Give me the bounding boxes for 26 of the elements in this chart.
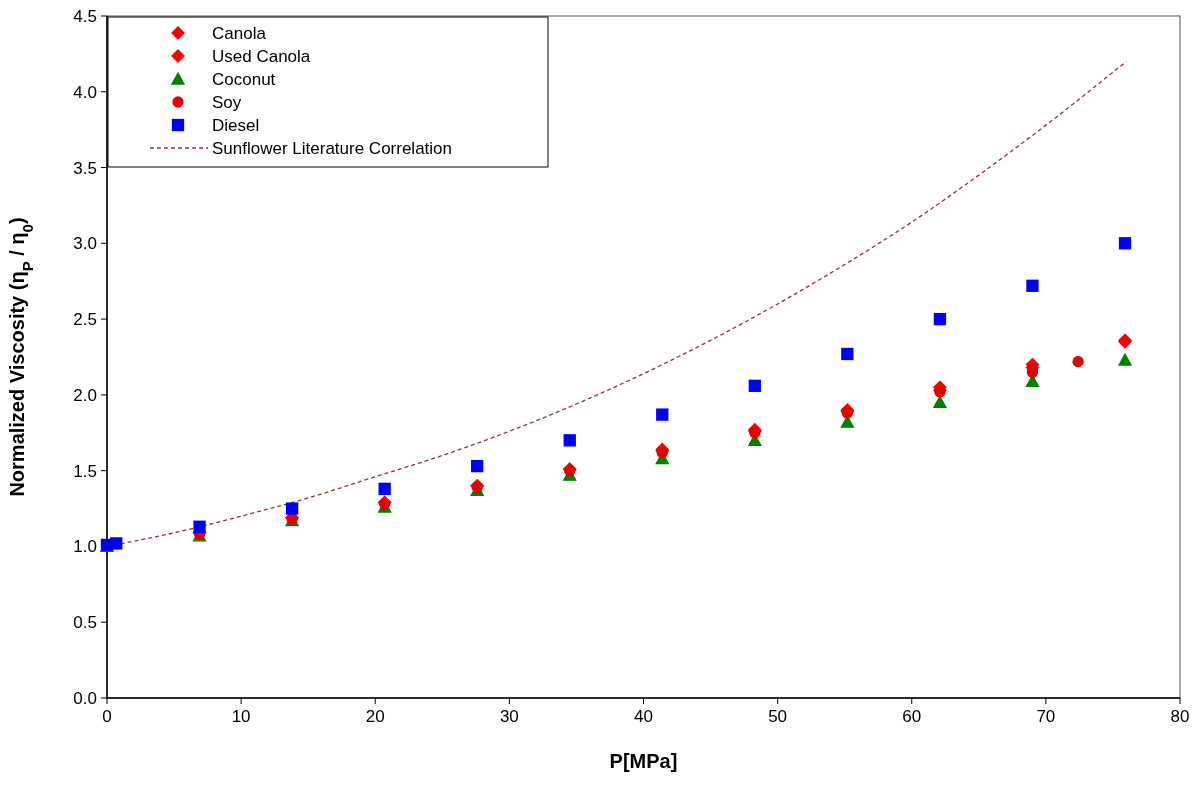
x-tick-label: 60 (902, 707, 922, 726)
y-tick-label: 1.5 (73, 461, 97, 481)
x-tick-label: 10 (231, 707, 251, 726)
y-tick-label: 3.0 (73, 234, 97, 254)
legend-label: Canola (212, 24, 267, 43)
y-tick-label: 4.0 (73, 82, 97, 102)
y-tick-label: 0.0 (73, 689, 97, 708)
y-tick-label: 1.0 (73, 537, 97, 557)
legend-label: Soy (212, 93, 242, 112)
y-tick-label: 4.5 (73, 7, 97, 26)
x-tick-label: 0 (102, 707, 112, 726)
x-tick-label: 70 (1036, 707, 1056, 726)
y-tick-label: 3.5 (73, 158, 97, 178)
x-tick-label: 20 (365, 707, 385, 726)
x-tick-label: 50 (768, 707, 788, 726)
legend-label: Sunflower Literature Correlation (212, 139, 453, 158)
y-tick-label: 2.5 (73, 310, 97, 330)
x-axis-title: P[MPa] (609, 750, 678, 772)
x-tick-label: 30 (499, 707, 519, 726)
x-tick-label: 40 (634, 707, 653, 726)
y-tick-label: 2.0 (73, 385, 97, 405)
legend-label: Diesel (212, 116, 260, 135)
y-tick-label: 0.5 (73, 613, 97, 633)
x-tick-label: 80 (1170, 707, 1190, 726)
legend-label: Used Canola (212, 47, 311, 66)
legend-label: Coconut (212, 70, 276, 89)
